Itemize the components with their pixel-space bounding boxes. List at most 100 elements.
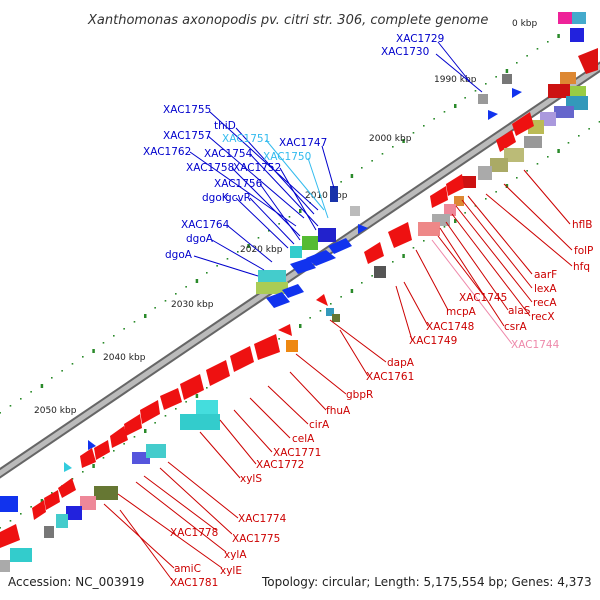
gene-label-reca[interactable]: recA: [533, 297, 557, 309]
gene-arrow[interactable]: [512, 112, 534, 136]
gene-block[interactable]: [66, 506, 82, 520]
gene-block[interactable]: [374, 266, 386, 278]
gene-label-aarf[interactable]: aarF: [534, 269, 557, 281]
gene-label-xac1757[interactable]: XAC1757: [163, 130, 211, 142]
gene-block[interactable]: [146, 444, 166, 458]
gene-label-lexa[interactable]: lexA: [534, 283, 557, 295]
gene-arrow[interactable]: [388, 222, 412, 248]
gene-label-alas[interactable]: alaS: [508, 305, 531, 317]
gene-label-xac1756[interactable]: XAC1756: [214, 178, 263, 190]
gene-label-cira[interactable]: cirA: [309, 419, 330, 431]
gene-block[interactable]: [44, 526, 54, 538]
gene-block[interactable]: [490, 158, 508, 172]
gene-label-xac1778[interactable]: XAC1778: [170, 527, 218, 539]
gene-label-folp[interactable]: folP: [574, 245, 593, 257]
gene-label-dgok[interactable]: dgoK: [202, 192, 230, 204]
gene-label-xac1750[interactable]: XAC1750: [263, 151, 311, 163]
gene-block[interactable]: [326, 308, 334, 316]
gene-block[interactable]: [570, 28, 584, 42]
gene-arrow[interactable]: [266, 292, 290, 308]
gene-block[interactable]: [350, 206, 360, 216]
gene-block[interactable]: [444, 204, 456, 216]
gene-block[interactable]: [330, 186, 338, 202]
gene-block[interactable]: [0, 496, 18, 512]
gene-label-xac1775[interactable]: XAC1775: [232, 533, 280, 545]
gene-arrow[interactable]: [278, 324, 292, 336]
gene-arrow[interactable]: [446, 174, 464, 196]
gene-label-xac1762[interactable]: XAC1762: [143, 146, 191, 158]
gene-arrow[interactable]: [488, 110, 498, 120]
gene-block[interactable]: [80, 496, 96, 510]
gene-block[interactable]: [258, 270, 286, 282]
gene-label-xac1772[interactable]: XAC1772: [256, 459, 304, 471]
gene-label-mcpa[interactable]: mcpA: [446, 306, 477, 318]
gene-label-xac1771[interactable]: XAC1771: [273, 447, 321, 459]
gene-block[interactable]: [572, 12, 586, 24]
gene-arrow[interactable]: [110, 426, 128, 448]
gene-label-xac1781[interactable]: XAC1781: [170, 577, 218, 589]
gene-arrow[interactable]: [80, 448, 96, 468]
gene-label-xac1745[interactable]: XAC1745: [459, 292, 507, 304]
gene-block[interactable]: [10, 548, 32, 562]
gene-block[interactable]: [524, 136, 542, 148]
gene-block[interactable]: [318, 228, 336, 242]
gene-arrow[interactable]: [88, 440, 96, 450]
gene-arrow[interactable]: [160, 388, 182, 410]
gene-label-xyla[interactable]: xylA: [224, 549, 247, 561]
gene-label-dapa[interactable]: dapA: [387, 357, 415, 369]
gene-block[interactable]: [290, 246, 302, 258]
gene-arrow[interactable]: [32, 500, 46, 520]
gene-arrow[interactable]: [44, 490, 60, 510]
gene-block[interactable]: [502, 74, 512, 84]
gene-arrow[interactable]: [180, 374, 204, 400]
gene-label-xyls[interactable]: xylS: [240, 473, 262, 485]
gene-arrow[interactable]: [230, 346, 254, 372]
gene-arrow[interactable]: [58, 478, 76, 498]
gene-block[interactable]: [196, 400, 218, 414]
gene-label-xac1751[interactable]: XAC1751: [222, 133, 270, 145]
gene-label-xac1729[interactable]: XAC1729: [396, 33, 444, 45]
gene-block[interactable]: [454, 196, 464, 206]
gene-block[interactable]: [132, 452, 150, 464]
gene-arrow[interactable]: [496, 130, 516, 152]
gene-arrow[interactable]: [282, 284, 304, 298]
gene-arrow[interactable]: [94, 440, 110, 460]
gene-block[interactable]: [180, 414, 220, 430]
gene-block[interactable]: [560, 72, 576, 84]
gene-block[interactable]: [504, 148, 524, 162]
gene-block[interactable]: [418, 222, 440, 236]
gene-block[interactable]: [0, 560, 10, 572]
gene-label-xac1754[interactable]: XAC1754: [204, 148, 253, 160]
gene-arrow[interactable]: [290, 258, 316, 274]
gene-block[interactable]: [478, 94, 488, 104]
gene-arrow[interactable]: [206, 360, 230, 386]
gene-label-cela[interactable]: celA: [292, 433, 315, 445]
gene-block[interactable]: [256, 282, 288, 294]
gene-label-xac1752[interactable]: XAC1752: [233, 162, 281, 174]
gene-block[interactable]: [548, 84, 570, 98]
gene-block[interactable]: [462, 176, 476, 188]
gene-block[interactable]: [286, 340, 298, 352]
gene-arrow[interactable]: [328, 238, 352, 254]
gene-label-xac1748[interactable]: XAC1748: [426, 321, 474, 333]
gene-label-thid[interactable]: thiD: [214, 120, 236, 132]
gene-label-xac1747[interactable]: XAC1747: [279, 137, 327, 149]
gene-label-xac1730[interactable]: XAC1730: [381, 46, 429, 58]
gene-arrow[interactable]: [124, 414, 142, 436]
gene-label-gcvr[interactable]: gcvR: [225, 192, 251, 204]
gene-arrow[interactable]: [140, 400, 160, 424]
gene-label-xac1764[interactable]: XAC1764: [181, 219, 230, 231]
gene-arrow[interactable]: [512, 88, 522, 98]
gene-block[interactable]: [332, 314, 340, 322]
gene-label-xac1749[interactable]: XAC1749: [409, 335, 457, 347]
gene-label-dgoa-1[interactable]: dgoA: [186, 233, 214, 245]
gene-label-xac1758[interactable]: XAC1758: [186, 162, 234, 174]
gene-label-xyle[interactable]: xylE: [220, 565, 242, 577]
gene-label-fhua[interactable]: fhuA: [326, 405, 351, 417]
gene-arrow[interactable]: [578, 48, 598, 74]
gene-arrow[interactable]: [306, 250, 336, 266]
gene-label-xac1744[interactable]: XAC1744: [511, 339, 560, 351]
gene-arrow[interactable]: [358, 224, 368, 234]
gene-block[interactable]: [94, 486, 118, 500]
gene-arrow[interactable]: [64, 462, 72, 472]
